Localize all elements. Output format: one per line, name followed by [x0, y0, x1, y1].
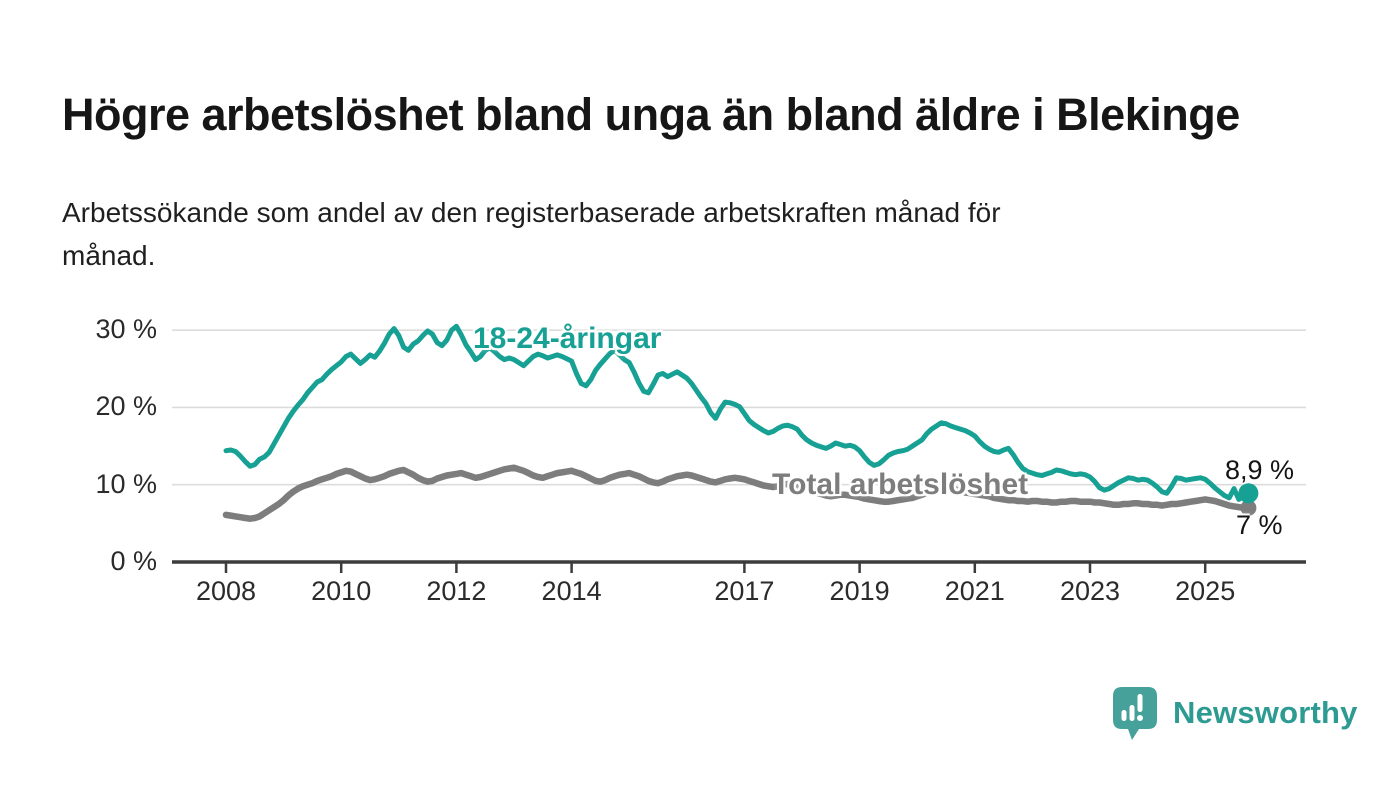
x-axis-label: 2014 [541, 576, 602, 606]
x-axis-label: 2023 [1059, 576, 1121, 606]
series-label-total: Total arbetslöshet [772, 468, 1029, 501]
y-axis-label: 20 % [95, 391, 157, 422]
y-axis-label: 30 % [95, 314, 157, 345]
series-line-total [222, 464, 1252, 522]
series-label-18-24: 18-24-åringar [473, 322, 662, 355]
x-axis-label: 2025 [1175, 576, 1236, 606]
newsworthy-logo-icon [1113, 687, 1157, 740]
page-title: Högre arbetslöshet bland unga än bland ä… [62, 89, 1240, 141]
value-label-total: 7 % [1236, 510, 1283, 540]
x-axis-label: 2017 [714, 576, 775, 606]
brand-name: Newsworthy [1173, 695, 1358, 730]
series-end-dot-18-24 [1238, 483, 1259, 504]
value-label-18-24: 8,9 % [1225, 455, 1295, 485]
subtitle-line-2: månad. [62, 239, 156, 271]
y-axis-label: 10 % [95, 468, 157, 499]
x-axis-label: 2012 [426, 576, 487, 606]
x-axis-label: 2008 [195, 576, 257, 606]
subtitle-line-1: Arbetssökande som andel av den registerb… [62, 197, 1001, 228]
y-axis-label: 0 % [110, 546, 157, 576]
x-axis-label: 2019 [829, 576, 890, 606]
x-axis-label: 2021 [944, 576, 1005, 606]
series-end-dot-total [1240, 499, 1257, 516]
chart-subtitle: Arbetssökande som andel av den registerb… [62, 192, 1322, 277]
x-axis-label: 2010 [311, 576, 372, 606]
brand: Newsworthy [1108, 684, 1358, 742]
series-line-18-24 [223, 323, 1251, 502]
